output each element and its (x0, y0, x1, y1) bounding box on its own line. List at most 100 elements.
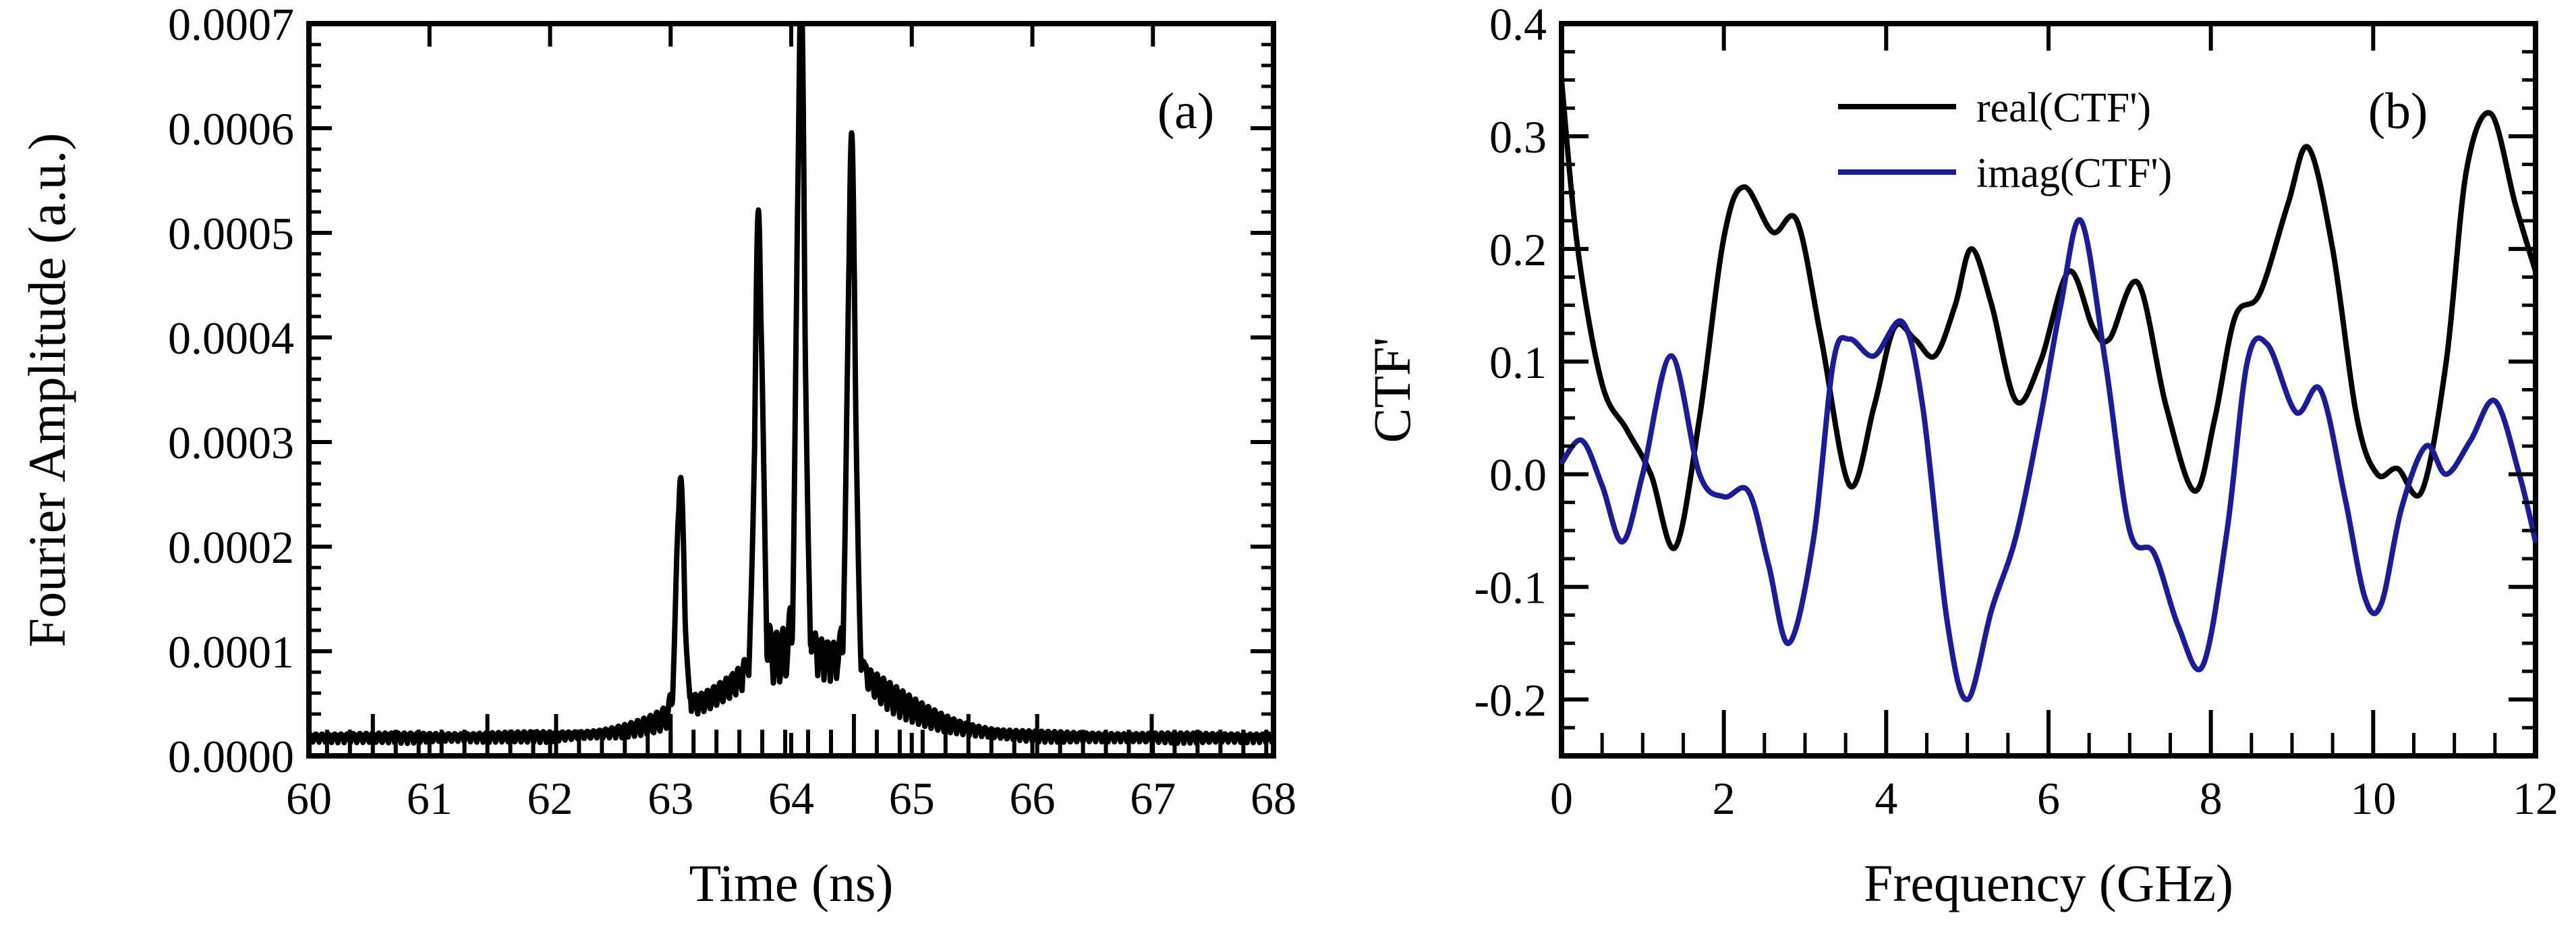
panel-b-series-imag-point (2014, 534, 2017, 538)
panel-b-series-imag-point (2400, 506, 2403, 510)
panel-a-y-tick-label: 0.0006 (168, 103, 294, 155)
panel-b-series-imag-point (2245, 360, 2249, 363)
panel-b-series-real-point (1601, 383, 1604, 386)
panel-b-series-real-point (2038, 360, 2042, 363)
panel-b-series-imag-point (1990, 608, 1993, 611)
panel-a-x-tick-label: 65 (889, 773, 935, 824)
panel-a-tick-labels: 60 61 62 63 64 65 66 67 68 0.0000 0.0001 0.0002 0.00… (168, 0, 1296, 824)
panel-b-series-real-point (2193, 489, 2196, 493)
panel-a: 60 61 62 63 64 65 66 67 68 0.0000 0.0001 0.0002 0.00… (18, 0, 1296, 912)
panel-b-x-tick-label: 4 (1874, 773, 1897, 824)
panel-b-series-real-point (1990, 304, 1993, 307)
panel-b-series-imag-point (2177, 625, 2180, 628)
panel-b-series-imag-point (1812, 540, 1815, 543)
panel-b-series-imag-point (2152, 551, 2156, 555)
panel-b-series-imag-point (1580, 439, 1584, 442)
panel-b-series-real-point (2213, 416, 2216, 420)
panel-b-y-tick-label: 0.0 (1489, 449, 1547, 501)
panel-a-ticks (307, 22, 1276, 758)
panel-b-series-imag-point (2080, 219, 2083, 223)
panel-b-series-imag-point (2493, 400, 2496, 403)
panel-b-y-tick-label: 0.3 (1489, 111, 1547, 163)
panel-a-x-tick-label: 68 (1251, 773, 1296, 824)
panel-b-series-imag-point (2424, 444, 2428, 447)
panel-a-y-tick-label: 0.0001 (168, 626, 294, 678)
panel-b-series-real-point (1970, 247, 1973, 250)
panel-b-series-imag-point (1560, 462, 1563, 464)
panel-b-x-axis-title: Frequency (GHz) (1864, 854, 2233, 912)
panel-b-series-imag-point (2444, 472, 2448, 476)
panel-b-series-real-point (1742, 186, 1746, 189)
panel-b-series-imag-point (1872, 354, 1876, 358)
panel-a-frame (306, 21, 1276, 759)
panel-a-y-tick-label: 0.0003 (168, 417, 294, 468)
panel-a-y-axis-title: Fourier Amplitude (a.u.) (18, 133, 76, 648)
panel-b-series-real-point (2376, 472, 2379, 476)
panel-b-series-real-point (1913, 337, 1916, 341)
panel-b-y-tick-label: 0.1 (1489, 337, 1547, 388)
panel-b-series-real-point (2286, 202, 2289, 206)
legend-label-real: real(CTF') (1976, 85, 2151, 131)
panel-b-tick-labels: 0 2 4 6 8 10 12 -0.2 -0.1 0.0 0.1 0.2 0.3 0.4 (1474, 0, 2558, 824)
panel-b-series-real-point (1872, 405, 1876, 408)
panel-b-label: (b) (2368, 83, 2428, 140)
panel-a-y-tick-label: 0.0000 (168, 731, 294, 782)
panel-b-series-imag-point (2201, 664, 2204, 667)
panel-b-series-real-point (1698, 416, 1701, 420)
panel-b-series-imag-point (1601, 484, 1604, 487)
panel-b-ticks (1559, 22, 2538, 758)
panel-b-series-real-point (2258, 292, 2261, 296)
panel-b-series-imag-point (2364, 597, 2367, 600)
panel-b-series-imag-point (2534, 540, 2537, 543)
panel-b-series-real-point (2513, 202, 2517, 206)
panel-b-x-tick-label: 10 (2350, 773, 2396, 824)
panel-b-series-imag-point (2104, 360, 2107, 363)
panel-b-series-real-point (1848, 484, 1852, 487)
panel-b-series-imag-point (1787, 642, 1790, 645)
panel-b-series-real-point (1673, 546, 1677, 549)
panel-b-series-real-point (1722, 236, 1725, 240)
panel-a-peak-point (799, 89, 803, 94)
panel-b-series-real-point (1953, 304, 1957, 307)
panel-a-x-tick-label: 60 (286, 773, 332, 824)
panel-b-series-imag-point (2343, 495, 2347, 499)
panel-b-series-imag-point (1767, 563, 1770, 566)
panel-b-series-imag-point (1698, 472, 1701, 476)
panel-b-series-real-point (2233, 315, 2237, 318)
panel-b-series-imag-point (1966, 698, 1969, 701)
panel-b-series-imag (1559, 217, 2538, 703)
panel-b-legend: real(CTF') imag(CTF') (1838, 85, 2172, 196)
panel-a-x-tick-label: 67 (1130, 773, 1176, 824)
panel-a-x-tick-label: 61 (407, 773, 453, 824)
panel-a-y-tick-label: 0.0005 (168, 208, 294, 259)
legend-label-imag: imag(CTF') (1976, 150, 2172, 196)
panel-a-x-tick-label: 66 (1010, 773, 1056, 824)
panel-b-series-imag-point (2038, 416, 2042, 420)
panel-b-series-real-point (2534, 270, 2537, 273)
panel-b-series-real-point (2014, 400, 2017, 403)
panel-a-peak-point (849, 222, 854, 227)
panel-b-series-imag-point (1621, 540, 1624, 543)
panel-b-series-imag-point (2380, 602, 2383, 605)
panel-b-series-real-point (2465, 169, 2468, 171)
panel-b-x-tick-label: 8 (2200, 773, 2223, 824)
panel-a-peak-point (678, 518, 683, 523)
panel-b-series-real-point (1625, 427, 1628, 431)
panel-b-series-imag-point (1832, 360, 1835, 363)
panel-a-y-tick-label: 0.0002 (168, 522, 294, 573)
panel-b-x-tick-label: 0 (1550, 773, 1573, 824)
panel-b: 0 2 4 6 8 10 12 -0.2 -0.1 0.0 0.1 0.2 0.3 0.4 (b) Fre… (1363, 0, 2558, 912)
panel-b-series-imag-point (1746, 489, 1750, 493)
panel-b-series-imag-point (2059, 304, 2063, 307)
panel-b-y-tick-label: -0.1 (1474, 562, 1547, 613)
panel-b-series-real-point (2331, 247, 2335, 250)
panel-b-series-real-point (1795, 219, 1798, 223)
panel-b-series-real-point (2092, 326, 2095, 329)
panel-b-series-imag-point (1722, 495, 1725, 499)
panel-b-y-axis-title: CTF' (1363, 337, 1421, 443)
panel-b-y-tick-label: -0.2 (1474, 675, 1547, 726)
panel-b-series-real-point (2307, 146, 2310, 149)
panel-a-plot-area (306, 21, 1276, 756)
panel-b-series-real-point (2396, 467, 2399, 470)
